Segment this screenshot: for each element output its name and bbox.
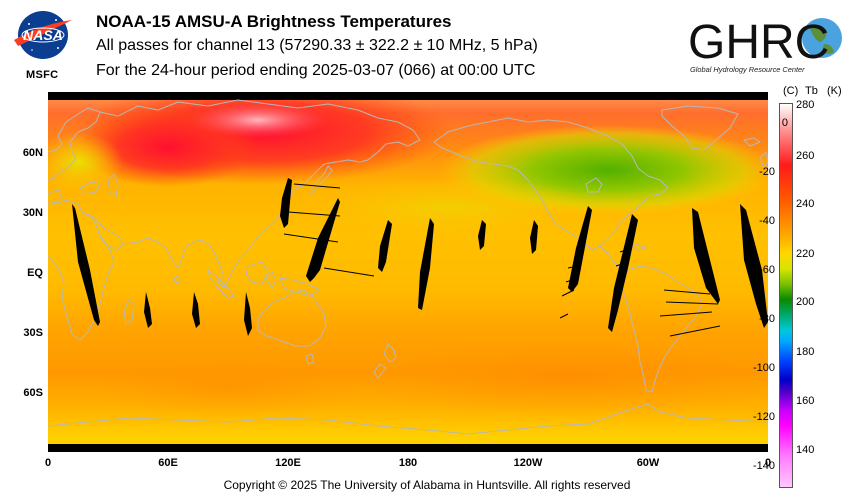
x-tick-label: 120W [513, 457, 543, 469]
y-tick-label: 30S [23, 327, 43, 339]
channel-subtitle: All passes for channel 13 (57290.33 ± 32… [96, 37, 538, 54]
temperature-field [48, 92, 768, 452]
colorbar-kelvin-tick: 260 [796, 150, 815, 162]
header: NASA MSFC NOAA-15 AMSU-A Brightness Temp… [0, 0, 854, 90]
colorbar-celsius-tick: -60 [759, 264, 775, 276]
coastlines [48, 99, 768, 435]
colorbar-celsius-tick: -80 [759, 313, 775, 325]
msfc-label: MSFC [26, 69, 59, 81]
copyright-footer: Copyright © 2025 The University of Alaba… [223, 478, 631, 492]
colorbar-celsius-tick: 0 [781, 117, 788, 129]
y-tick-label: 30N [22, 207, 43, 219]
x-tick-label: 60W [636, 457, 660, 469]
colorbar-kelvin-tick: 200 [796, 296, 815, 308]
ghrc-logo: GHRC Global Hydrology Resource Center [688, 16, 842, 74]
colorbar-kelvin-tick: 140 [796, 444, 815, 456]
svg-text:GHRC: GHRC [688, 16, 829, 69]
colorbar-celsius-tick: -20 [759, 166, 775, 178]
x-tick-label: 120E [275, 457, 301, 469]
colorbar-kelvin-tick: 280 [796, 99, 815, 111]
x-tick-label: 60E [158, 457, 178, 469]
colorbar-celsius-tick: -140 [752, 460, 775, 472]
y-tick-label: 60N [22, 147, 43, 159]
colorbar-gradient [779, 103, 793, 488]
colorbar-unit-celsius: (C) [783, 85, 799, 97]
period-subtitle: For the 24-hour period ending 2025-03-07… [96, 62, 536, 79]
missing-data-band [48, 92, 768, 452]
svg-text:NASA: NASA [23, 27, 63, 43]
colorbar-celsius-tick: -100 [752, 362, 775, 374]
colorbar-celsius-tick: -40 [759, 215, 775, 227]
colorbar-kelvin-tick: 220 [796, 248, 815, 260]
x-tick-label: 0 [44, 457, 52, 469]
colorbar-kelvin-tick: 240 [796, 198, 815, 210]
colorbar-kelvin-tick: 180 [796, 346, 815, 358]
colorbar-unit-kelvin: (K) [827, 85, 842, 97]
brightness-temperature-map [48, 92, 768, 452]
colorbar-celsius-tick: -120 [752, 411, 775, 423]
y-tick-label: 60S [23, 387, 43, 399]
y-tick-label: EQ [27, 267, 43, 279]
colorbar-kelvin-tick: 160 [796, 395, 815, 407]
x-tick-label: 0 [764, 457, 772, 469]
nasa-logo: NASA [14, 11, 72, 59]
x-tick-label: 180 [398, 457, 418, 469]
swath-edge-lines [283, 183, 721, 337]
map-title: NOAA-15 AMSU-A Brightness Temperatures [96, 12, 452, 31]
svg-text:Global Hydrology Resource Cent: Global Hydrology Resource Center [690, 65, 805, 74]
colorbar-variable-label: Tb [805, 85, 818, 97]
